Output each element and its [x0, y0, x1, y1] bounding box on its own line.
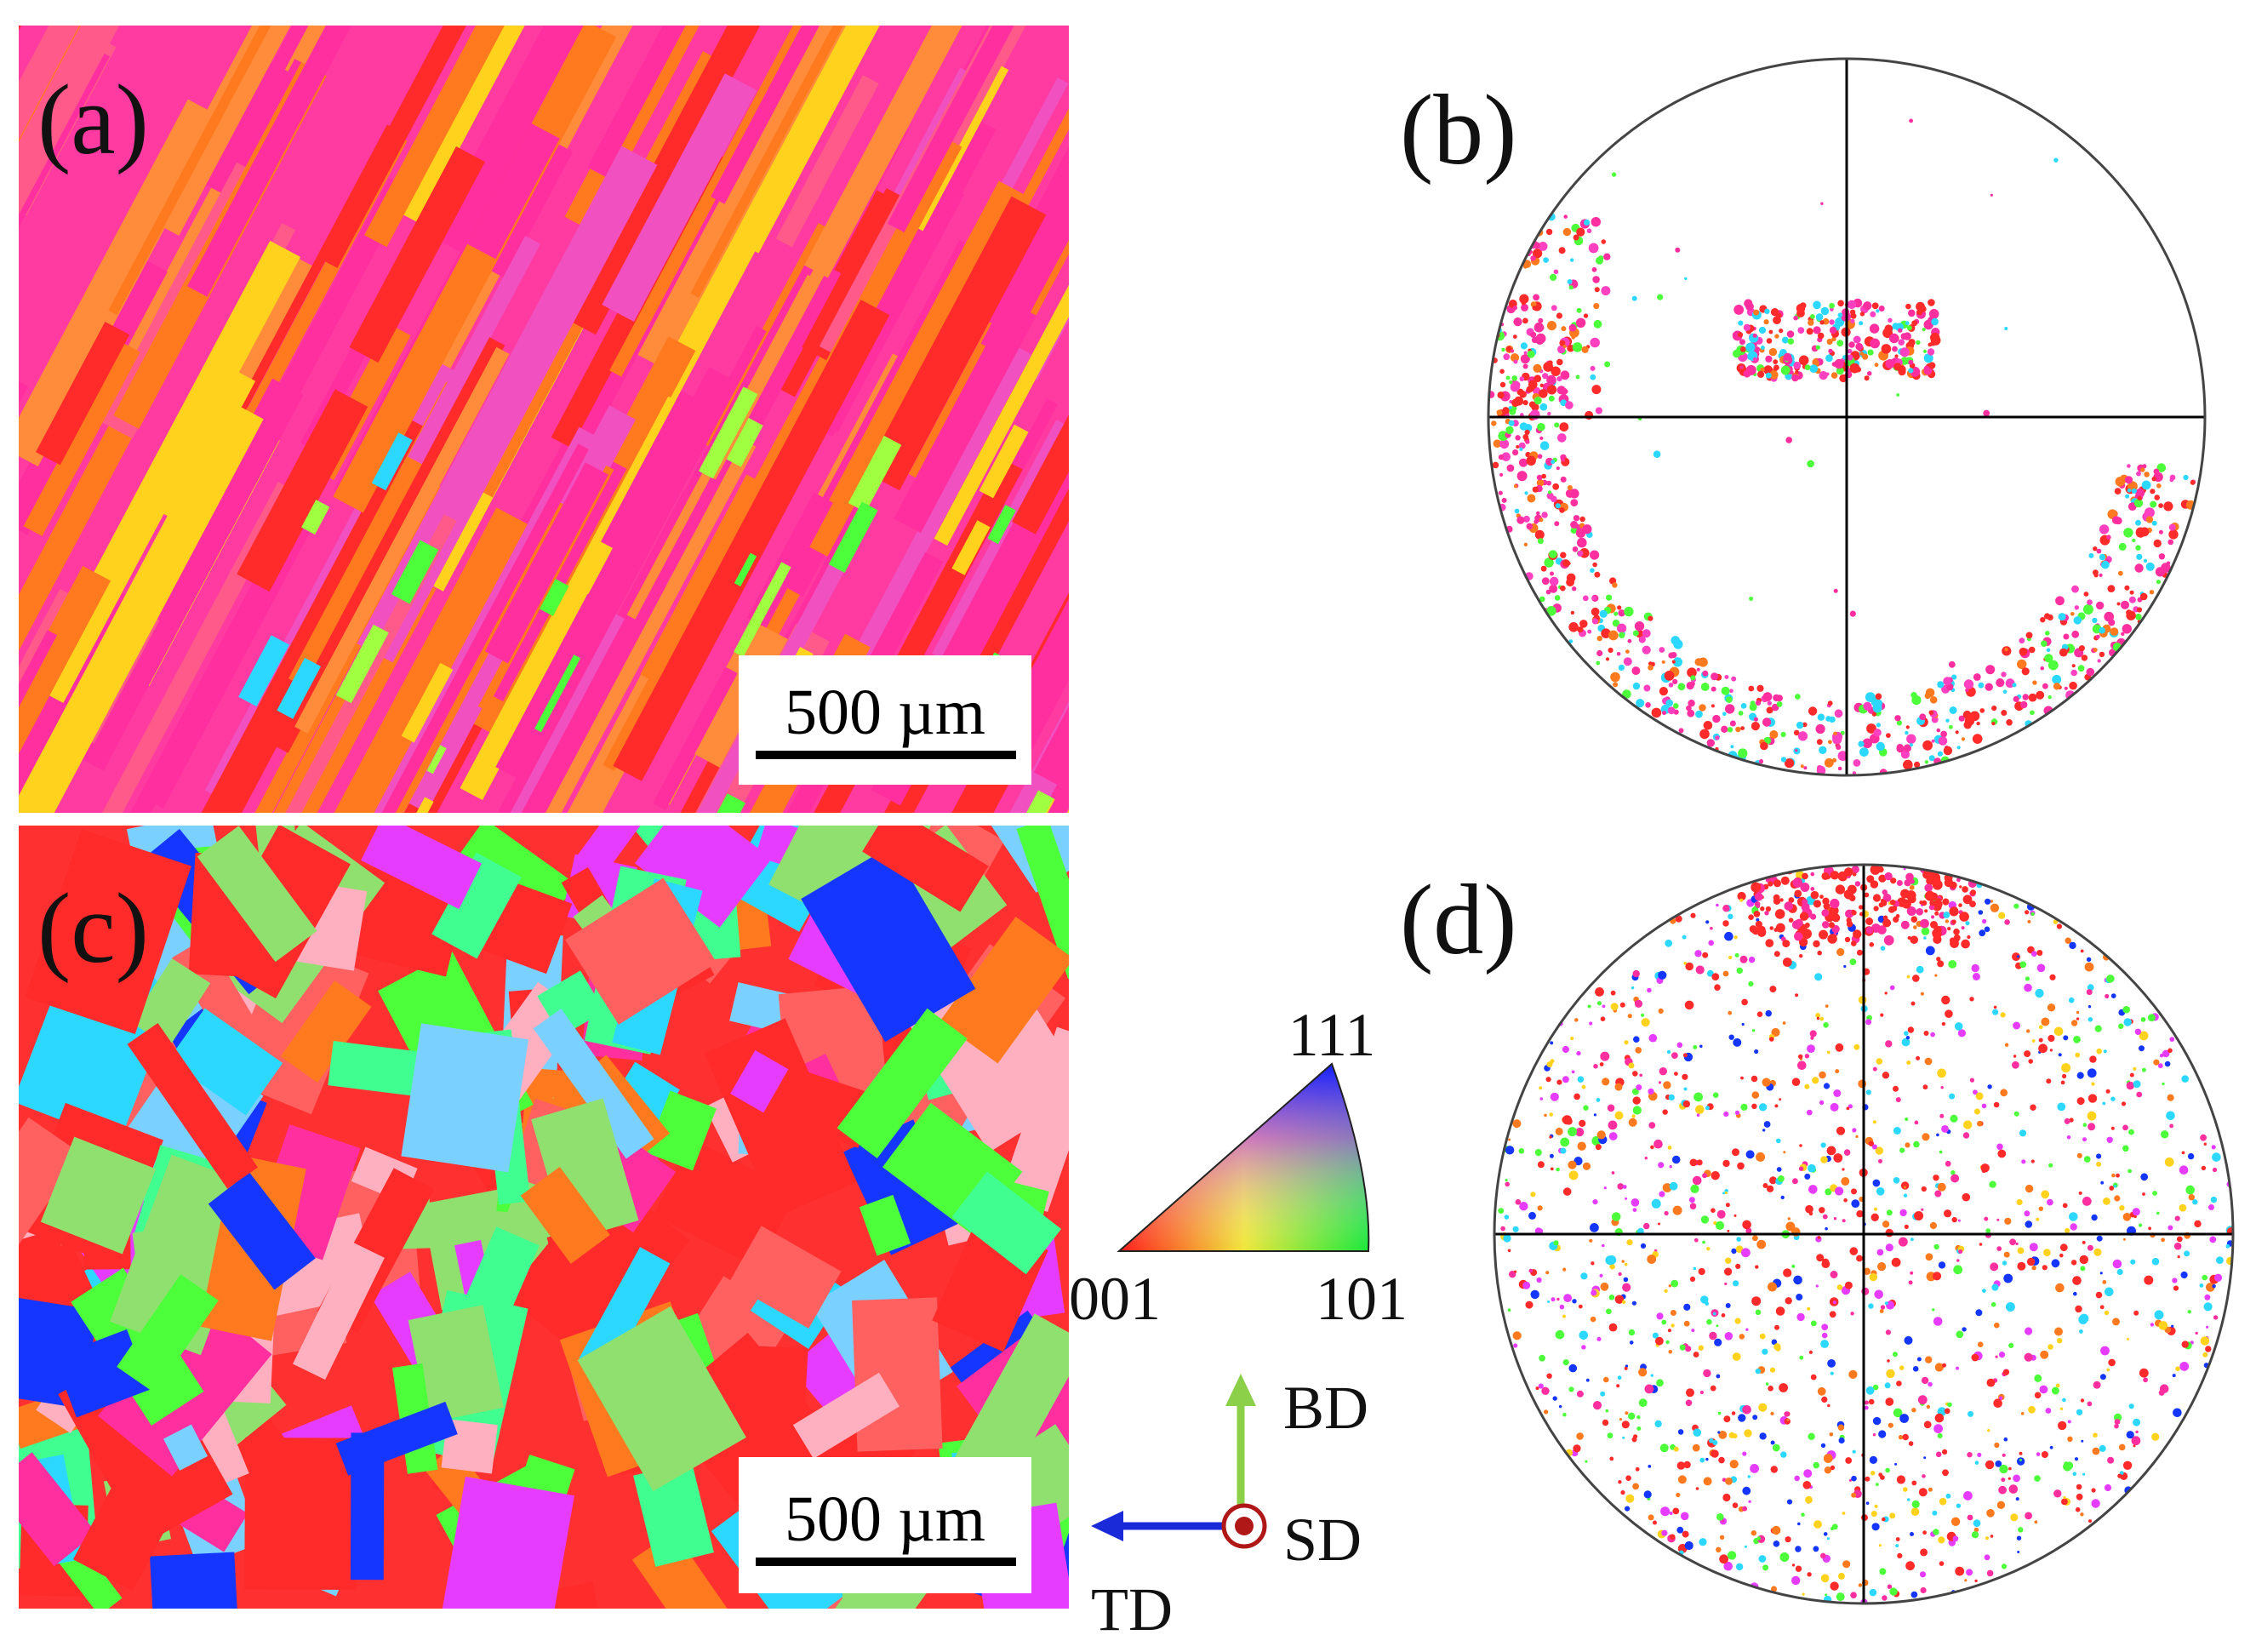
pole-figure-b: [1487, 57, 2207, 777]
panel-label-d: (d): [1400, 864, 1517, 975]
ipf-color-key: 111 001 101: [1069, 1001, 1408, 1333]
panel-label-a: (a): [37, 64, 149, 175]
sd-out-of-plane-icon: [1221, 1503, 1267, 1549]
td-arrow-icon: [1091, 1511, 1225, 1541]
scale-bar-c: 500 µm: [739, 1457, 1031, 1593]
ipf-key-101: 101: [1316, 1265, 1408, 1333]
bd-arrow-icon: [1225, 1374, 1256, 1513]
scale-bar-a-label: 500 µm: [785, 677, 985, 748]
ipf-key-001: 001: [1069, 1265, 1161, 1333]
axis-label-bd: BD: [1283, 1374, 1368, 1442]
ipf-key-111: 111: [1288, 1001, 1376, 1069]
panel-label-c: (c): [37, 872, 149, 984]
axis-label-sd: SD: [1283, 1506, 1362, 1574]
ebsd-map-a: [19, 26, 1069, 813]
pole-figure-d: [1493, 863, 2235, 1605]
axis-label-td: TD: [1091, 1575, 1173, 1643]
scale-bar-a: 500 µm: [739, 655, 1031, 785]
scale-bar-c-label: 500 µm: [785, 1483, 985, 1555]
sample-axes: BD SD TD: [1091, 1374, 1368, 1643]
panel-label-b: (b): [1400, 74, 1517, 186]
